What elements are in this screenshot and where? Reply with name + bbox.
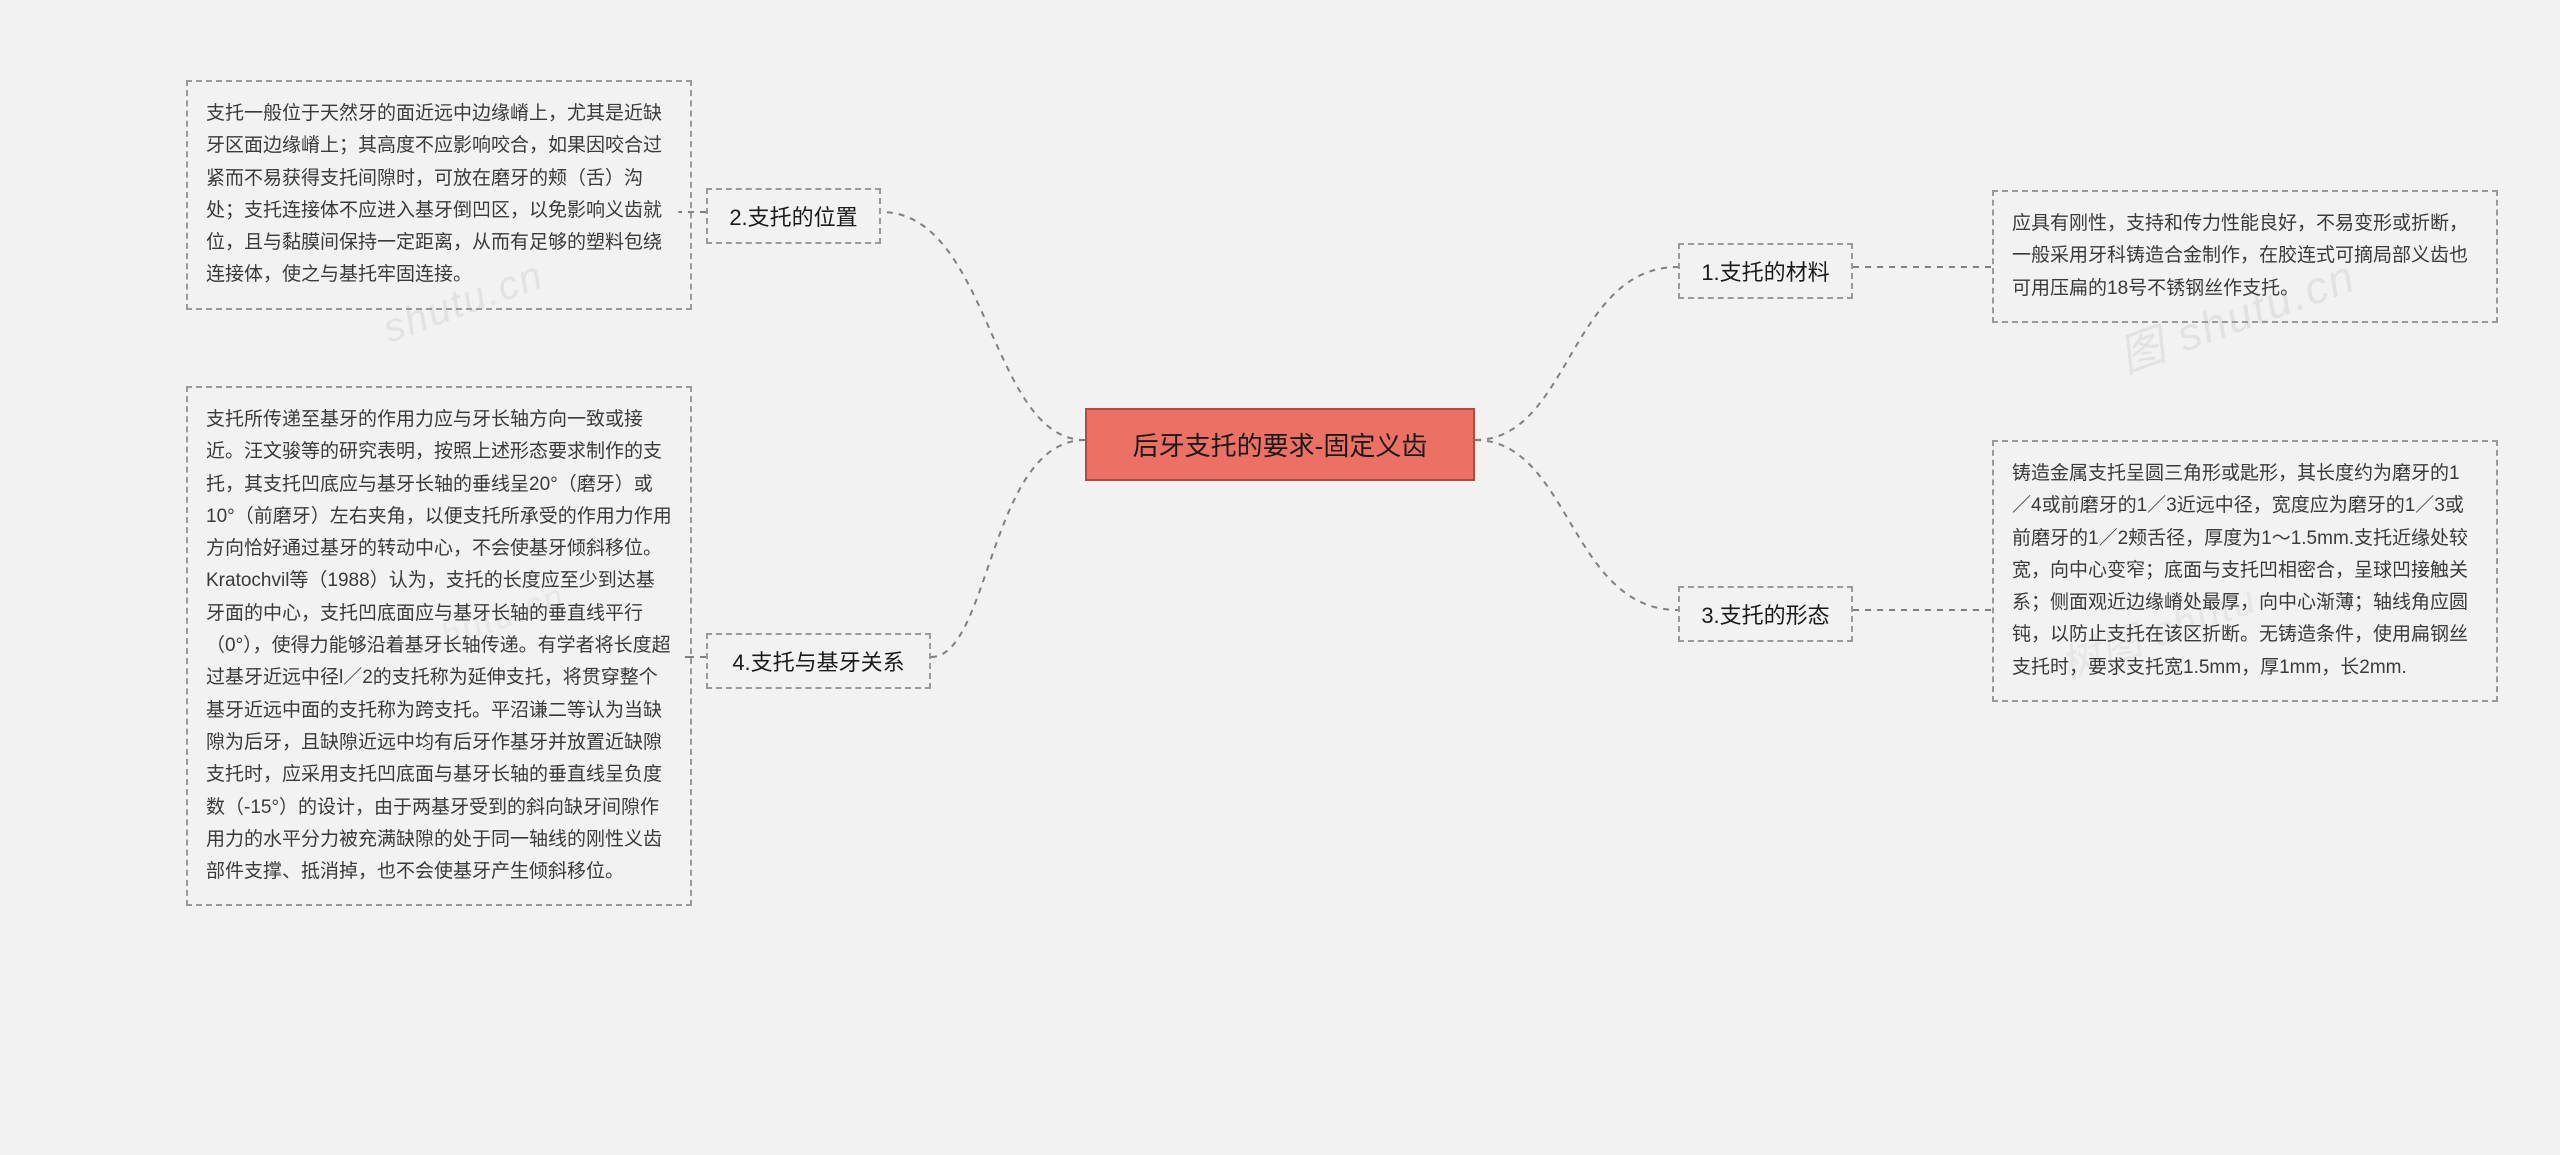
leaf-text: 支托一般位于天然牙的面近远中边缘嵴上，尤其是近缺牙区面边缘嵴上；其高度不应影响咬… (206, 98, 672, 292)
branch-label: 2.支托的位置 (729, 200, 857, 232)
leaf-relation-text: 支托所传递至基牙的作用力应与牙长轴方向一致或接近。汪文骏等的研究表明，按照上述形… (186, 386, 692, 906)
branch-position[interactable]: 2.支托的位置 (706, 188, 881, 244)
leaf-text: 支托所传递至基牙的作用力应与牙长轴方向一致或接近。汪文骏等的研究表明，按照上述形… (206, 404, 672, 888)
leaf-position-text: 支托一般位于天然牙的面近远中边缘嵴上，尤其是近缺牙区面边缘嵴上；其高度不应影响咬… (186, 80, 692, 310)
branch-material[interactable]: 1.支托的材料 (1678, 243, 1853, 299)
branch-label: 3.支托的形态 (1701, 598, 1829, 630)
leaf-text: 应具有刚性，支持和传力性能良好，不易变形或折断，一般采用牙科铸造合金制作，在胶连… (2012, 208, 2478, 305)
leaf-text: 铸造金属支托呈圆三角形或匙形，其长度约为磨牙的1／4或前磨牙的1／3近远中径，宽… (2012, 458, 2478, 684)
root-node[interactable]: 后牙支托的要求-固定义齿 (1085, 408, 1475, 481)
root-label: 后牙支托的要求-固定义齿 (1133, 426, 1428, 463)
branch-shape[interactable]: 3.支托的形态 (1678, 586, 1853, 642)
branch-relation[interactable]: 4.支托与基牙关系 (706, 633, 931, 689)
leaf-shape-text: 铸造金属支托呈圆三角形或匙形，其长度约为磨牙的1／4或前磨牙的1／3近远中径，宽… (1992, 440, 2498, 702)
branch-label: 1.支托的材料 (1701, 255, 1829, 287)
leaf-material-text: 应具有刚性，支持和传力性能良好，不易变形或折断，一般采用牙科铸造合金制作，在胶连… (1992, 190, 2498, 323)
branch-label: 4.支托与基牙关系 (732, 645, 904, 677)
